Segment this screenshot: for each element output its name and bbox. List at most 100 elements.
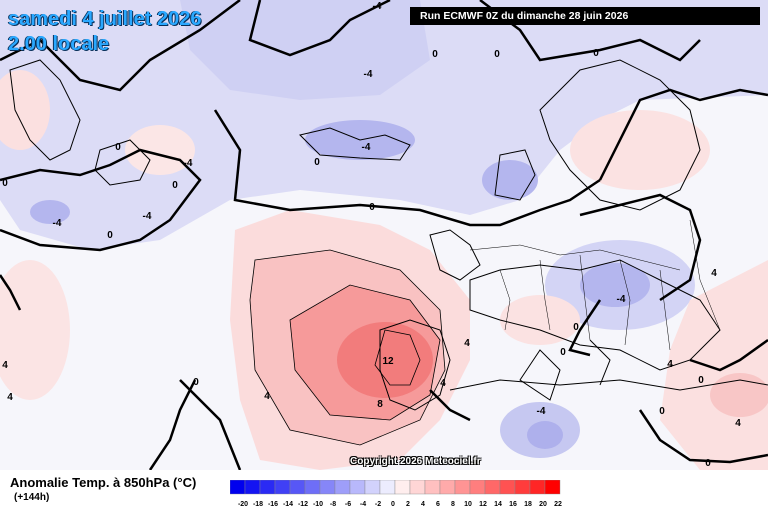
contour-label: 0 [573, 322, 579, 333]
contour-label: -4 [53, 218, 62, 229]
scale-label: 4 [421, 501, 425, 508]
scale-swatch [469, 480, 486, 495]
scale-swatch [319, 480, 336, 495]
warm-anomaly-scandinavia [570, 110, 710, 190]
contour-label: 4 [7, 392, 13, 403]
time-title: 2.00 locale [8, 33, 110, 55]
contour-label: 0 [115, 142, 121, 153]
scale-swatch [514, 480, 531, 495]
contour-label: 0 [432, 49, 438, 60]
scale-label: 12 [479, 501, 487, 508]
scale-swatch [529, 480, 546, 495]
scale-swatch [499, 480, 516, 495]
contour-label: 4 [2, 360, 8, 371]
contour-label: -4 [362, 142, 371, 153]
contour-label: 0 [659, 406, 665, 417]
contour-label: 0 [2, 178, 8, 189]
copyright-text: Copyright 2026 Meteociel.fr [350, 456, 481, 467]
scale-swatch [244, 480, 261, 495]
contour-label: 0 [705, 458, 711, 469]
contour-label: -4 [364, 69, 373, 80]
contour-label: 0 [560, 347, 566, 358]
contour-label: -4 [537, 406, 546, 417]
scale-swatch [424, 480, 441, 495]
contour-label: 4 [735, 418, 741, 429]
legend-bar: Anomalie Temp. à 850hPa (°C) (+144h) -20… [0, 470, 768, 512]
scale-label: -4 [360, 501, 366, 508]
contour-label: -4 [617, 294, 626, 305]
contour-label: 4 [264, 391, 270, 402]
run-banner: Run ECMWF 0Z du dimanche 28 juin 2026 [410, 7, 760, 25]
contour-label: 0 [193, 377, 199, 388]
contour-labels: -4 -4 0 0 0 -4 0 -4 0 -4 -4 0 0 0 0 4 0 … [2, 1, 741, 469]
contour-label: 4 [667, 359, 673, 370]
scale-label: 18 [524, 501, 532, 508]
contour-label: 12 [382, 356, 394, 367]
scale-swatch [394, 480, 411, 495]
scale-label: -10 [313, 501, 323, 508]
contour-label: 0 [494, 49, 500, 60]
cold-anomaly-cell-2 [482, 160, 538, 200]
borders [469, 219, 721, 351]
scale-label: -20 [238, 501, 248, 508]
scale-label: 14 [494, 501, 502, 508]
scale-swatch [379, 480, 396, 495]
scale-swatch [274, 480, 291, 495]
scale-swatch [334, 480, 351, 495]
warm-anomaly-east-core [710, 373, 768, 417]
contour-label: 4 [464, 338, 470, 349]
contour-label: 0 [593, 48, 599, 59]
contour-label: -4 [373, 1, 382, 12]
scale-swatch [289, 480, 306, 495]
contour-label: 0 [107, 230, 113, 241]
scale-swatch [409, 480, 426, 495]
scale-label: -6 [345, 501, 351, 508]
scale-label: -16 [268, 501, 278, 508]
scale-label: -18 [253, 501, 263, 508]
contour-label: 4 [440, 378, 446, 389]
scale-swatch [349, 480, 366, 495]
scale-label: -14 [283, 501, 293, 508]
warm-anomaly-core [337, 322, 433, 398]
scale-swatch [484, 480, 501, 495]
contour-label: 8 [377, 399, 383, 410]
scale-swatch [544, 480, 561, 495]
contour-label: 0 [698, 375, 704, 386]
contour-label: -4 [184, 158, 193, 169]
contour-label: -4 [143, 211, 152, 222]
color-scale: -20 -18 -16 -14 -12 -10 -8 -6 -4 -2 0 2 4 6 8 10 12 14 16 1… [230, 480, 562, 508]
coastlines [9, 59, 768, 411]
scale-label: 16 [509, 501, 517, 508]
contour-label: 0 [314, 157, 320, 168]
scale-label: 8 [451, 501, 455, 508]
scale-swatch [364, 480, 381, 495]
anomaly-contours [249, 249, 446, 446]
scale-label: 20 [539, 501, 547, 508]
scale-label: 0 [391, 501, 395, 508]
date-title: samedi 4 juillet 2026 [8, 8, 202, 30]
scale-label: -2 [375, 501, 381, 508]
scale-label: 2 [406, 501, 410, 508]
warm-anomaly-west [0, 260, 70, 400]
scale-swatch [439, 480, 456, 495]
contour-label: 0 [369, 202, 375, 213]
contour-label: 4 [711, 268, 717, 279]
scale-label: -12 [298, 501, 308, 508]
scale-label: 10 [464, 501, 472, 508]
cold-anomaly-central-core [580, 263, 650, 307]
variable-title: Anomalie Temp. à 850hPa (°C) [10, 475, 197, 490]
scale-swatch [304, 480, 321, 495]
warm-anomaly-iceland-area [125, 125, 195, 175]
scale-label: -8 [330, 501, 336, 508]
scale-swatch [454, 480, 471, 495]
warm-anomaly-east [660, 260, 768, 470]
contour-label: 0 [172, 180, 178, 191]
anomaly-map: -4 -4 0 0 0 -4 0 -4 0 -4 -4 0 0 0 0 4 0 … [0, 0, 768, 470]
zero-contours [0, 0, 768, 470]
lead-time: (+144h) [14, 492, 50, 503]
cold-anomaly-mediterranean-core [527, 421, 563, 449]
scale-label: 6 [436, 501, 440, 508]
scale-swatch [230, 480, 246, 495]
warm-anomaly-alps [500, 295, 580, 345]
scale-swatch [259, 480, 276, 495]
